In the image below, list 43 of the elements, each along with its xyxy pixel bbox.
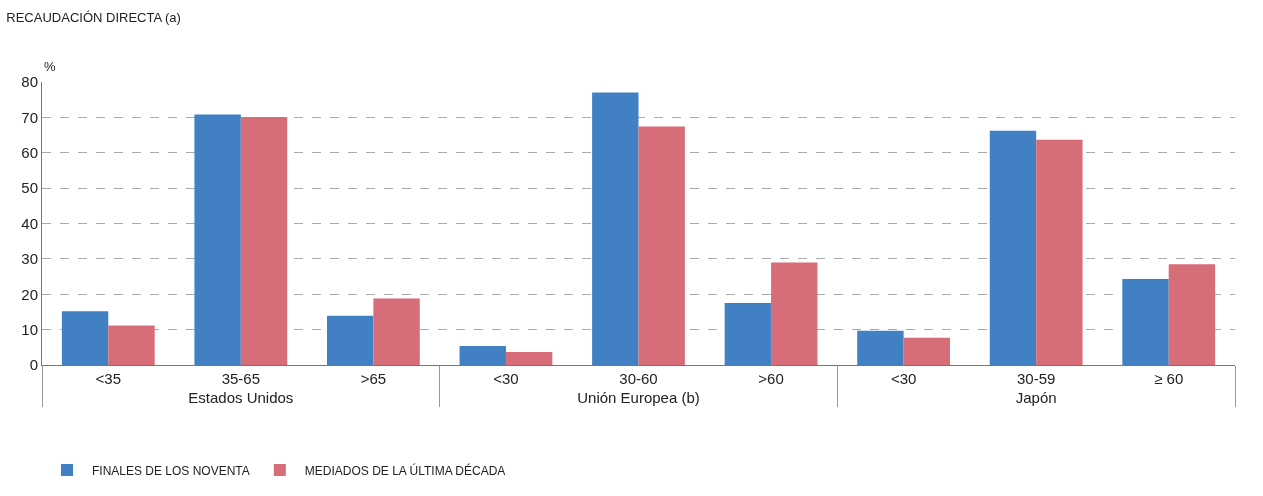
bar [1036, 139, 1083, 365]
y-tick-label: 0 [29, 356, 38, 374]
bar [459, 345, 506, 365]
bar [903, 337, 951, 365]
bar [989, 130, 1037, 365]
y-tick-label: 70 [21, 108, 38, 126]
bar [771, 262, 818, 365]
legend-label: MEDIADOS DE LA ÚLTIMA DÉCADA [304, 462, 506, 478]
x-tick-label: <30 [493, 370, 519, 387]
y-tick-label: 20 [21, 285, 38, 303]
chart-title: RECAUDACIÓN DIRECTA (a) [6, 9, 181, 25]
y-tick-label: 30 [21, 250, 38, 268]
bar [1122, 279, 1169, 365]
bar [724, 303, 772, 365]
x-tick-label: ≥ 60 [1154, 370, 1184, 387]
x-tick-label: >65 [360, 370, 387, 387]
x-tick-label: 30-59 [1016, 370, 1056, 387]
y-tick-label: 80 [21, 73, 38, 91]
bar [194, 114, 241, 365]
bar [505, 351, 553, 365]
text: Estados Unidos [188, 389, 294, 406]
y-axis-title: % [44, 59, 56, 74]
bar [638, 126, 685, 365]
y-tick-label: 10 [21, 320, 38, 338]
bar [108, 325, 155, 365]
x-tick-label: <35 [95, 370, 122, 387]
x-tick-label: >60 [758, 370, 784, 387]
x-tick-label: 30-60 [619, 370, 658, 387]
bar [240, 117, 288, 365]
text: Unión Europea (b) [577, 389, 700, 406]
legend-label: FINALES DE LOS NOVENTA [92, 463, 250, 478]
bar [592, 92, 639, 365]
bar [1168, 264, 1216, 365]
bar [373, 298, 420, 365]
bar [857, 330, 904, 365]
bar [326, 315, 374, 365]
bar [61, 311, 109, 365]
x-tick-label: <30 [890, 370, 917, 387]
y-tick-label: 40 [21, 214, 38, 232]
y-tick-label: 60 [21, 144, 38, 161]
text: Japón [1015, 389, 1057, 406]
x-tick-label: 35-65 [221, 370, 261, 387]
y-tick-label: 50 [21, 179, 38, 197]
